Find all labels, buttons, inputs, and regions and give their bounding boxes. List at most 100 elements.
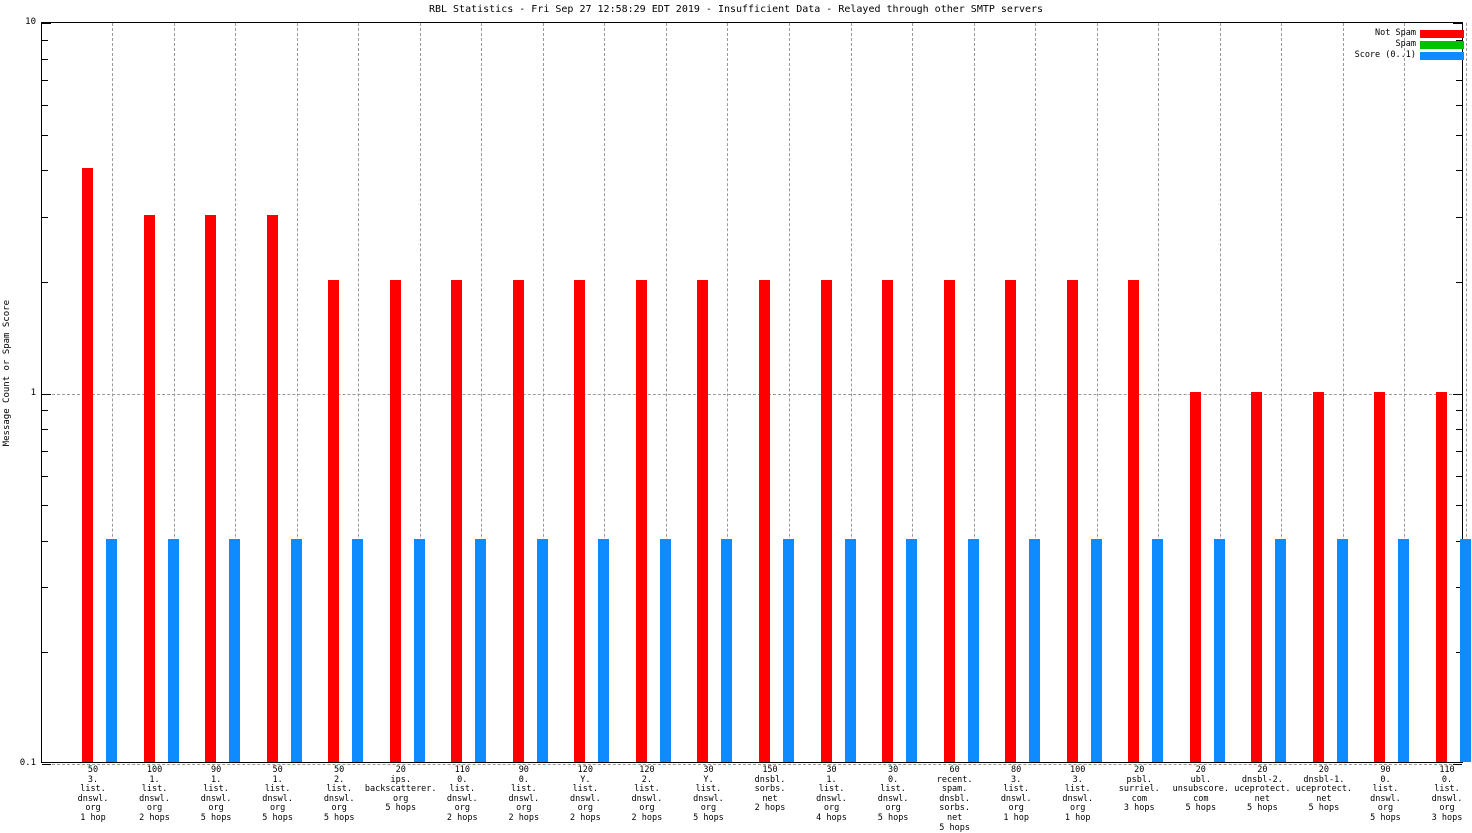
x-axis-tick-label-line: 20: [1134, 765, 1145, 775]
y-axis-minor-tick: [42, 450, 48, 452]
x-axis-tick-label-line: dnswl.: [816, 793, 847, 804]
y-axis-minor-tick: [42, 105, 48, 107]
x-axis-tick-label-line: list.: [141, 784, 168, 795]
x-axis-tick-label-line: net: [1316, 793, 1332, 804]
x-axis-tick-label-line: 1 hop: [1064, 812, 1091, 823]
x-axis-tick-label-line: 2 hops: [570, 812, 601, 823]
x-axis-tick-label-line: 50: [334, 765, 345, 775]
x-axis-tick-label-line: list.: [634, 784, 660, 795]
x-axis-tick-label-line: list.: [572, 784, 599, 795]
x-axis-tick-label: 20 ubl. unsubscore. com 5 hops: [1173, 765, 1229, 814]
bar-score: [1460, 538, 1471, 762]
legend-color-swatch: [1420, 40, 1464, 49]
x-axis-tick-label-line: 1.: [272, 774, 283, 785]
y-axis-minor-tick: [42, 505, 48, 507]
x-axis-tick-label: 100 1. list. dnswl. org 2 hops: [139, 765, 170, 824]
x-axis-tick-label-line: org: [331, 803, 347, 814]
x-axis-tick-label-line: 3 hops: [1431, 812, 1463, 823]
x-axis-tick-label-line: net: [762, 793, 778, 804]
bar-not-spam: [882, 279, 894, 762]
x-axis-tick-label-line: 2 hops: [631, 812, 663, 823]
x-axis-tick-label: 110 0. list. dnswl. org 3 hops: [1431, 765, 1463, 824]
x-axis-tick-labels: 50 3. list. dnswl. org 1 hop 100 1. list. dnswl. o…: [0, 765, 1472, 832]
x-axis-tick-label-line: list.: [1003, 784, 1029, 795]
bar-not-spam: [451, 279, 463, 762]
bar-not-spam: [1312, 391, 1324, 762]
x-axis-tick-label-line: Y.: [580, 774, 591, 785]
x-axis-tick-label-line: net: [946, 812, 963, 823]
y-axis-major-tick: [1453, 23, 1462, 24]
x-axis-tick-label-line: dnsbl.: [939, 793, 970, 804]
y-axis-tick-labels: 10 1 0.1: [0, 17, 1472, 768]
y-axis-minor-tick: [1456, 105, 1462, 107]
y-axis-minor-tick: [42, 58, 48, 60]
x-axis-tick-label-line: com: [1131, 793, 1147, 804]
x-axis-tick-label-line: list.: [264, 784, 291, 795]
x-axis-tick-label-line: 0.: [457, 774, 468, 785]
x-axis-tick-label-line: org: [393, 793, 409, 804]
bar-score: [1213, 538, 1225, 762]
x-axis-tick-label: 20 psbl. surriel. com 3 hops: [1119, 765, 1160, 814]
vertical-gridline: [1035, 23, 1037, 762]
x-axis-tick-label-line: dnswl.: [446, 793, 478, 804]
y-axis-minor-tick: [1456, 505, 1462, 507]
y-axis-minor-tick: [42, 410, 48, 412]
legend-item-label: Score (0..1): [1354, 50, 1416, 60]
x-axis-tick-label-line: org: [516, 803, 532, 814]
x-axis-tick-label-line: dnswl.: [1062, 793, 1094, 804]
vertical-gridline: [235, 23, 237, 762]
x-axis-tick-label-line: org: [1439, 803, 1455, 814]
x-axis-tick-label-line: list.: [880, 784, 906, 795]
y-axis-minor-tick: [1456, 170, 1462, 172]
x-axis-tick-label: 120 2. list. dnswl. org 2 hops: [631, 765, 663, 824]
x-axis-tick-label-line: 50: [272, 765, 283, 775]
vertical-gridline: [1281, 23, 1283, 762]
legend-color-swatch: [1420, 51, 1464, 60]
y-axis-minor-tick: [1456, 540, 1462, 542]
legend-item: Score (0..1): [1355, 50, 1464, 61]
vertical-gridline: [1158, 23, 1160, 762]
x-axis-tick-label-line: org: [146, 803, 163, 814]
y-axis-minor-tick: [42, 216, 48, 218]
x-axis-tick-label-line: Y.: [703, 774, 714, 785]
x-axis-tick-label: 30 Y. list. dnswl. org 5 hops: [693, 765, 724, 824]
vertical-gridline: [112, 23, 113, 762]
x-axis-tick-label-line: spam.: [941, 784, 968, 795]
x-axis-tick-label-line: 5 hops: [877, 812, 909, 823]
x-axis-tick-label-line: dnswl.: [1431, 793, 1463, 804]
legend-item-label: Spam: [1395, 39, 1416, 49]
vertical-gridline: [296, 23, 298, 762]
y-axis-minor-tick: [1456, 281, 1462, 283]
x-axis-tick-label-line: 5 hops: [200, 812, 232, 823]
vertical-gridline: [789, 23, 790, 762]
x-axis-tick-label-line: 90: [518, 765, 529, 775]
bar-score: [967, 538, 979, 762]
x-axis-tick-label-line: 1 hop: [1003, 812, 1029, 823]
bar-score: [229, 538, 241, 762]
x-axis-tick-label: 50 2. list. dnswl. org 5 hops: [323, 765, 355, 824]
x-axis-tick-label-line: list.: [1064, 784, 1091, 795]
x-axis-tick-label-line: 50: [87, 765, 99, 775]
x-axis-tick-label: 30 1. list. dnswl. org 4 hops: [816, 765, 847, 824]
bar-not-spam: [389, 279, 401, 762]
x-axis-tick-label-line: 3.: [1072, 774, 1083, 785]
x-axis-tick-label-line: 20: [1257, 765, 1268, 775]
y-axis-minor-tick: [1456, 429, 1462, 431]
y-axis-tick-label: 1: [30, 387, 36, 398]
x-axis-tick-label: 100 3. list. dnswl. org 1 hop: [1062, 765, 1094, 824]
y-axis-minor-tick: [42, 281, 48, 283]
x-axis-tick-label-line: 5 hops: [323, 812, 355, 823]
bar-score: [1336, 538, 1348, 762]
x-axis-tick-label-line: 5 hops: [1185, 803, 1217, 814]
y-axis-minor-tick: [1456, 80, 1462, 82]
x-axis-tick-label-line: org: [85, 803, 101, 814]
vertical-gridline: [1219, 23, 1221, 762]
x-axis-tick-label-line: 4 hops: [816, 812, 847, 823]
x-axis-tick-label-line: dnsbl.: [754, 774, 786, 785]
bar-score: [721, 538, 733, 762]
x-axis-tick-label-line: uceprotect.: [1295, 784, 1353, 795]
horizontal-gridline: [42, 393, 1462, 395]
x-axis-tick-label-line: 1.: [149, 774, 160, 785]
vertical-gridline: [1342, 23, 1344, 762]
